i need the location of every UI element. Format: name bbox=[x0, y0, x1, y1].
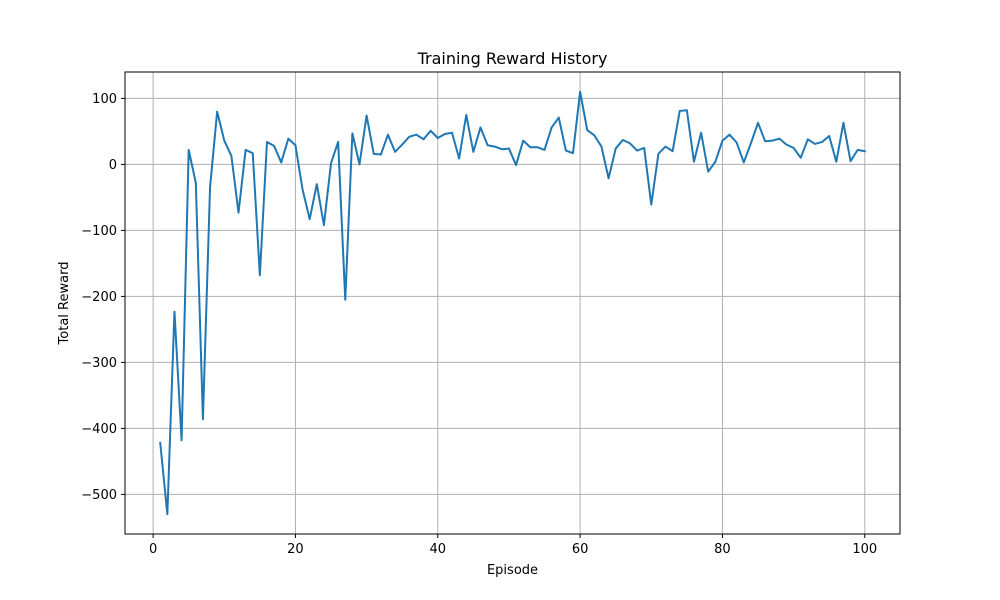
y-tick-label: −300 bbox=[81, 356, 117, 371]
x-axis-label: Episode bbox=[487, 563, 538, 578]
x-tick-label: 60 bbox=[572, 542, 589, 557]
x-tick-label: 20 bbox=[287, 542, 304, 557]
chart-title: Training Reward History bbox=[417, 49, 608, 68]
y-tick-label: 100 bbox=[92, 92, 117, 107]
tick-layer: 0 20 40 60 80 100 −500 −400 −300 −200 −100 0 100 bbox=[81, 92, 877, 557]
y-tick-label: −400 bbox=[81, 422, 117, 437]
reward-line bbox=[159, 90, 866, 516]
series-layer bbox=[159, 90, 866, 516]
x-tick-label: 40 bbox=[430, 542, 447, 557]
y-tick-label: −200 bbox=[81, 290, 117, 305]
y-tick-label: −500 bbox=[81, 488, 117, 503]
y-tick-label: −100 bbox=[81, 224, 117, 239]
y-tick-label: 0 bbox=[109, 158, 117, 173]
plot-frame bbox=[124, 71, 901, 535]
x-tick-label: 0 bbox=[149, 542, 157, 557]
y-axis-label: Total Reward bbox=[57, 262, 72, 346]
x-tick-label: 80 bbox=[714, 542, 731, 557]
x-tick-label: 100 bbox=[852, 542, 877, 557]
